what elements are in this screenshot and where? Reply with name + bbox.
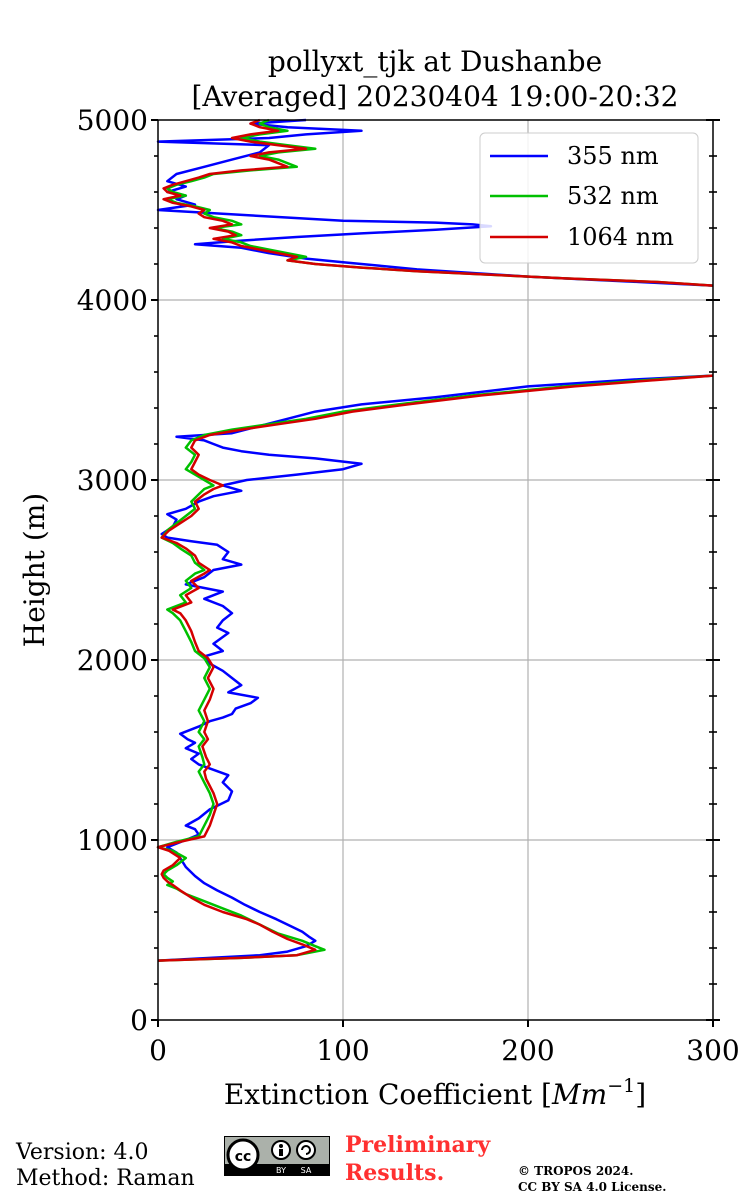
y-tick-label-3000: 3000	[77, 464, 148, 497]
legend-label-1064: 1064 nm	[567, 223, 674, 251]
y-tick-label-0: 0	[130, 1004, 148, 1037]
axis-ticks	[151, 119, 720, 1027]
y-tick-label-1000: 1000	[77, 824, 148, 857]
preliminary-text-line2: Results.	[345, 1160, 445, 1186]
legend: 355 nm 532 nm 1064 nm	[479, 132, 699, 264]
copyright-line2: CC BY SA 4.0 License.	[518, 1180, 667, 1194]
x-tick-label-200: 200	[501, 1034, 554, 1067]
svg-text:SA: SA	[301, 1166, 312, 1175]
copyright-line1: © TROPOS 2024.	[518, 1164, 634, 1178]
series-line-1064-nm-2	[156, 374, 714, 962]
method-text: Method: Raman	[16, 1166, 195, 1191]
y-tick-label-4000: 4000	[77, 284, 148, 317]
chart-title-line2: [Averaged] 20230404 19:00-20:32	[192, 80, 679, 113]
svg-text:BY: BY	[276, 1166, 286, 1175]
sa-icon	[296, 1140, 316, 1160]
data-lines	[156, 118, 714, 962]
cc-license-badge: cc BY SA	[224, 1136, 330, 1176]
svg-text:cc: cc	[235, 1149, 252, 1165]
x-tick-label-100: 100	[316, 1034, 369, 1067]
x-tick-label-0: 0	[149, 1034, 167, 1067]
x-tick-label-300: 300	[686, 1034, 739, 1067]
series-line-532-nm-1	[156, 374, 714, 962]
version-text: Version: 4.0	[16, 1140, 149, 1165]
y-axis-label: Height (m)	[18, 493, 51, 647]
series-line-1064-nm-5	[162, 118, 714, 287]
legend-label-532: 532 nm	[567, 182, 659, 210]
y-tick-label-5000: 5000	[77, 104, 148, 137]
series-line-355-nm-3	[156, 118, 714, 287]
legend-label-355: 355 nm	[567, 142, 659, 170]
chart-title-line1: pollyxt_tjk at Dushanbe	[268, 45, 602, 78]
cc-icon	[226, 1138, 260, 1172]
plot-frame	[157, 119, 714, 1021]
x-axis-label: Extinction Coefficient [Mm−1]	[224, 1075, 646, 1111]
preliminary-text-line1: Preliminary	[345, 1132, 491, 1158]
series-line-355-nm-0	[157, 374, 714, 962]
legend-box	[479, 132, 699, 264]
y-tick-label-2000: 2000	[77, 644, 148, 677]
